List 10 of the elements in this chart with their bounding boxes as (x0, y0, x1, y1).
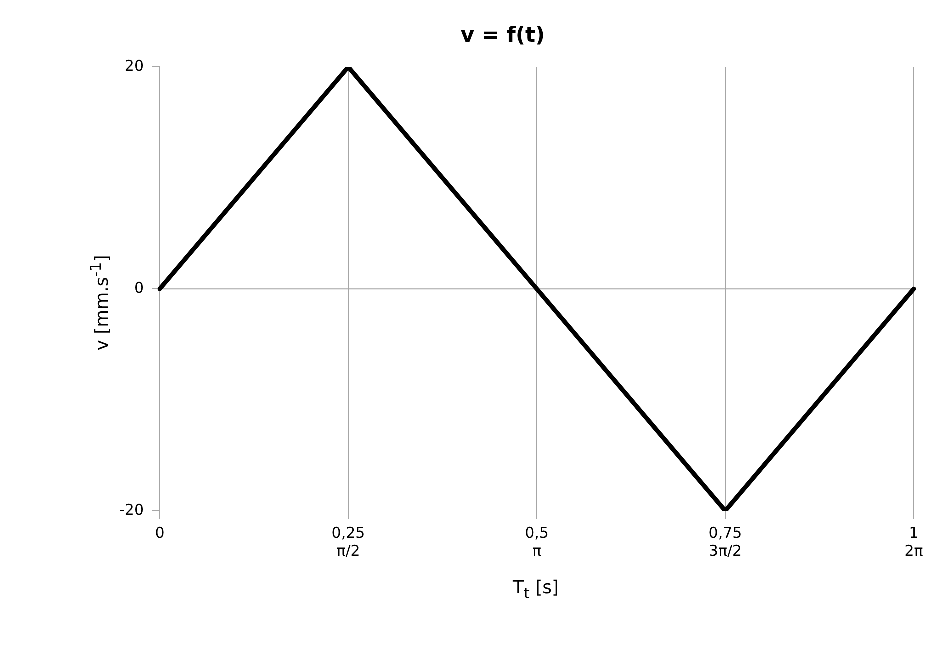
y-tick-label: -20 (120, 500, 144, 519)
x-tick-label: 1 2π (904, 524, 924, 560)
x-axis-title: T$_{t}$ [s] (512, 578, 560, 602)
x-tick-label: 0,25 π/2 (332, 524, 366, 560)
chart-title: v = f(t) (460, 23, 546, 48)
y-tick-label: 20 (124, 57, 144, 76)
y-tick-label: 0 (134, 278, 144, 297)
x-tick-label: 0 (155, 524, 165, 542)
x-tick-label: 0,5 π (525, 524, 549, 560)
x-tick-label: 0,75 3π/2 (708, 524, 742, 560)
